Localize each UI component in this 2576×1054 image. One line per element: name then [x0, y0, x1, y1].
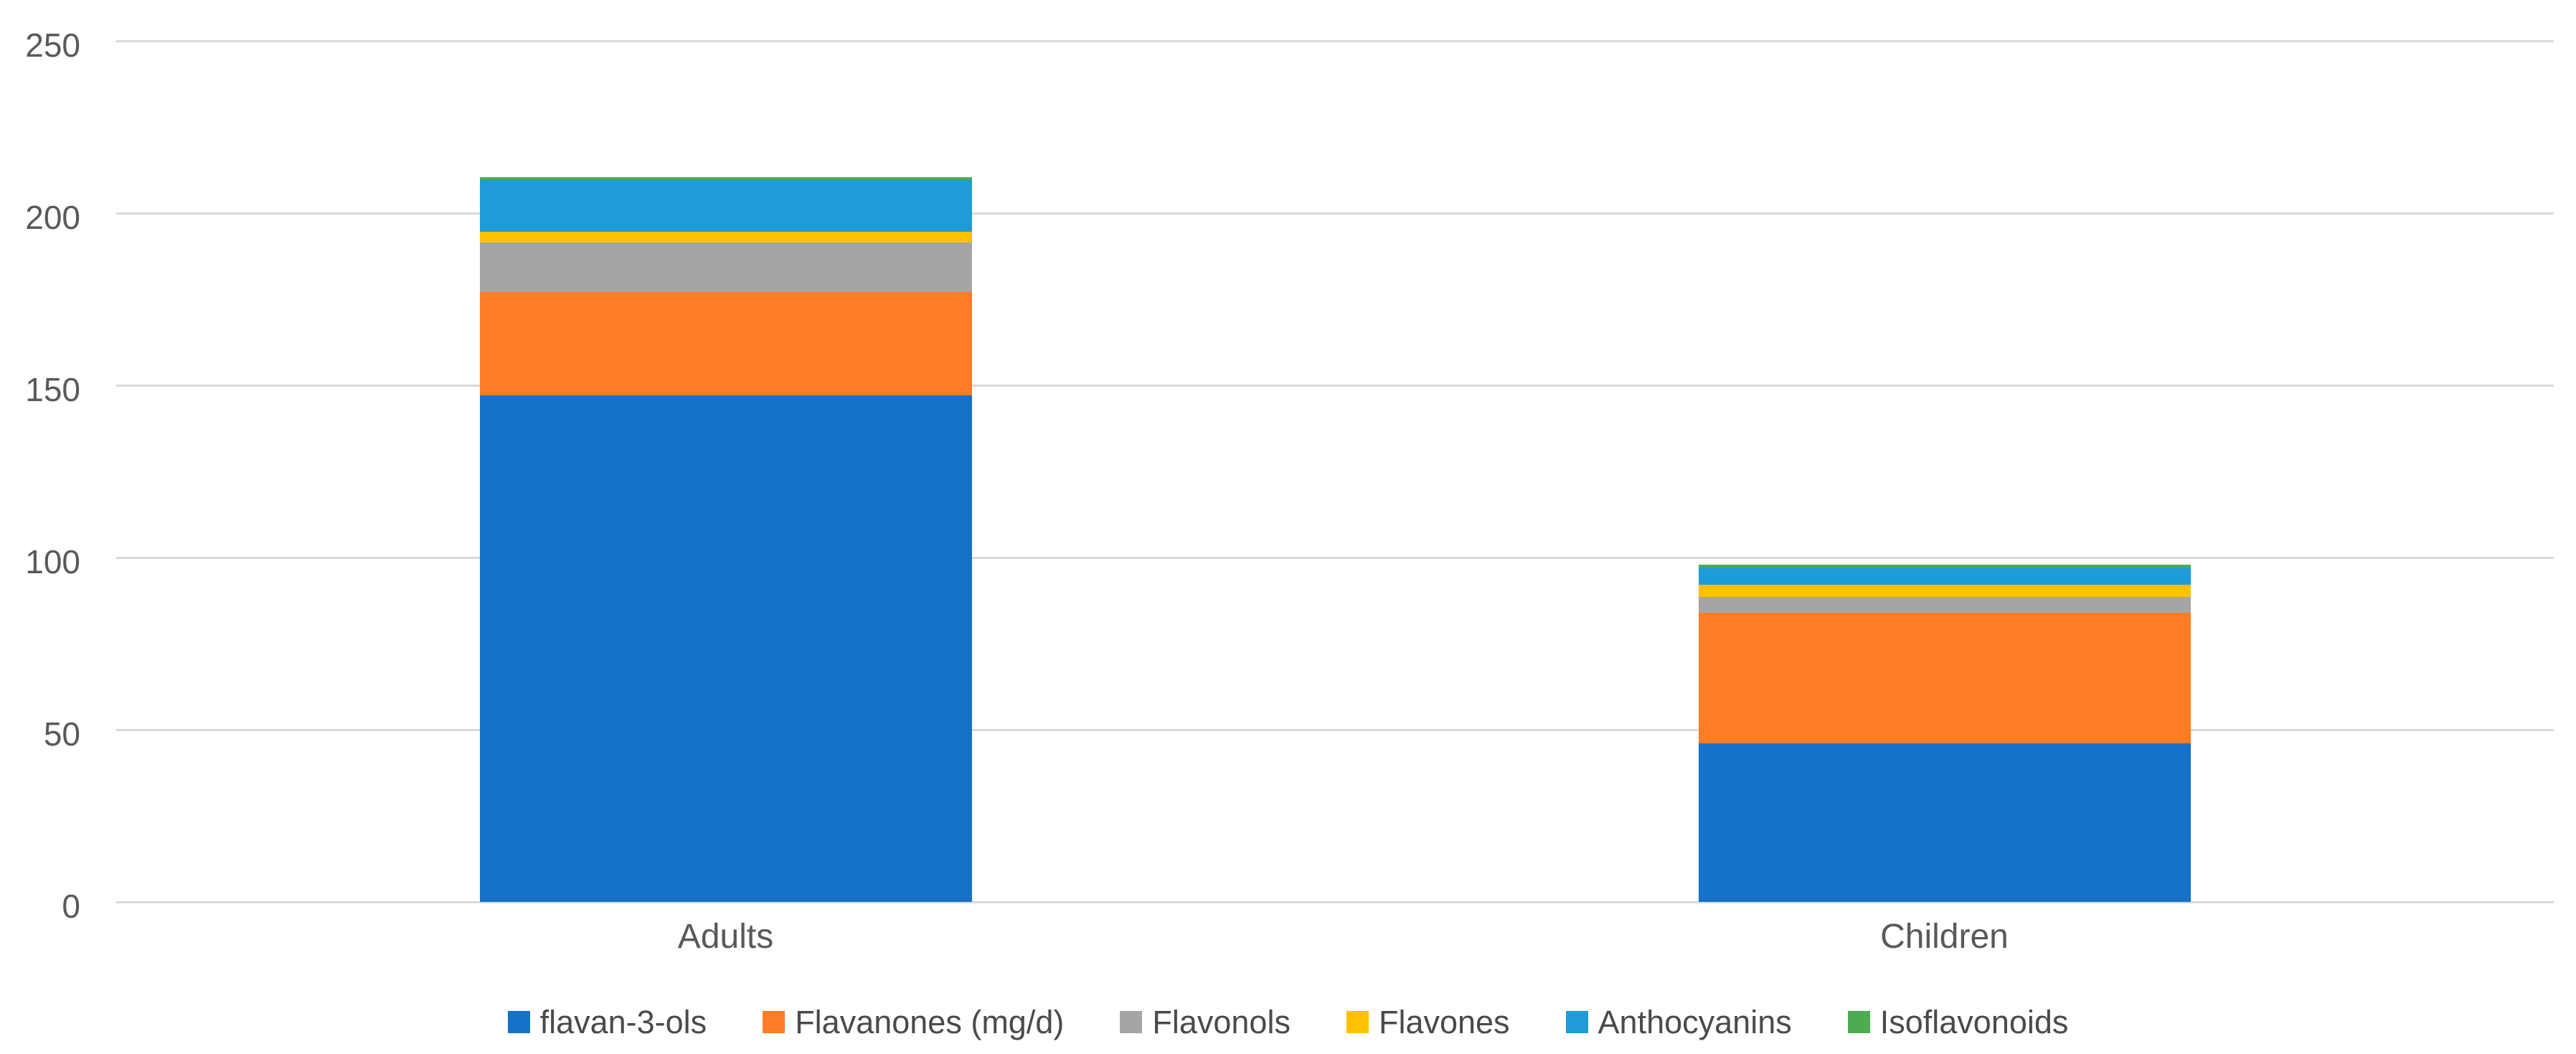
legend-item-flavanones-mg-d-: Flavanones (mg/d) — [763, 1006, 1064, 1038]
y-axis-tick-label-50: 50 — [43, 715, 80, 753]
legend-swatch-icon — [763, 1010, 785, 1033]
gridline-0 — [116, 900, 2554, 903]
y-axis-tick-label-200: 200 — [25, 199, 80, 236]
legend-item-flavonols: Flavonols — [1120, 1006, 1291, 1038]
legend-swatch-icon — [1847, 1010, 1870, 1033]
y-axis-tick-label-150: 150 — [25, 371, 80, 408]
legend-swatch-icon — [1346, 1010, 1369, 1033]
bar-segment-flavones-children — [1698, 585, 2191, 598]
legend-label: Isoflavonoids — [1879, 1003, 2069, 1040]
bar-segment-flavanones-mg-d--children — [1698, 612, 2191, 744]
legend-item-flavones: Flavones — [1346, 1006, 1510, 1038]
legend-swatch-icon — [1120, 1010, 1143, 1033]
category-label-adults: Adults — [677, 918, 774, 956]
gridline-200 — [116, 212, 2554, 215]
bar-segment-flavonols-adults — [479, 242, 972, 293]
legend-swatch-icon — [507, 1010, 530, 1033]
gridline-250 — [116, 39, 2554, 42]
bar-segment-flavan-3-ols-adults — [479, 395, 972, 902]
bar-segment-isoflavonoids-children — [1698, 564, 2191, 568]
legend: flavan-3-ols Flavanones (mg/d) Flavonols Fl… — [0, 999, 2576, 1045]
legend-swatch-icon — [1565, 1010, 1588, 1033]
bar-segment-anthocyanins-adults — [479, 180, 972, 232]
bar-segment-flavonols-children — [1698, 597, 2191, 613]
bar-segment-flavanones-mg-d--adults — [479, 292, 972, 396]
legend-label: Flavones — [1378, 1003, 1510, 1040]
bar-segment-flavan-3-ols-children — [1698, 743, 2191, 902]
legend-item-flavan-3-ols: flavan-3-ols — [507, 1003, 707, 1040]
bar-segment-anthocyanins-children — [1698, 568, 2191, 585]
legend-item-isoflavonoids: Isoflavonoids — [1847, 1003, 2069, 1040]
legend-label: Anthocyanins — [1598, 1003, 1792, 1040]
y-axis-tick-label-100: 100 — [25, 543, 80, 580]
legend-label: Flavonols — [1152, 1003, 1291, 1040]
bar-segment-flavones-adults — [479, 232, 972, 243]
legend-label: Flavanones (mg/d) — [795, 1003, 1065, 1040]
legend-item-anthocyanins: Anthocyanins — [1565, 1003, 1792, 1040]
y-axis-tick-label-250: 250 — [25, 27, 80, 64]
y-axis-tick-label-0: 0 — [62, 888, 80, 925]
category-label-children: Children — [1880, 918, 2009, 956]
legend-label: flavan-3-ols — [539, 1003, 707, 1040]
bar-segment-isoflavonoids-adults — [479, 177, 972, 181]
gridline-150 — [116, 384, 2554, 387]
gridline-100 — [116, 556, 2554, 559]
gridline-50 — [116, 728, 2554, 731]
